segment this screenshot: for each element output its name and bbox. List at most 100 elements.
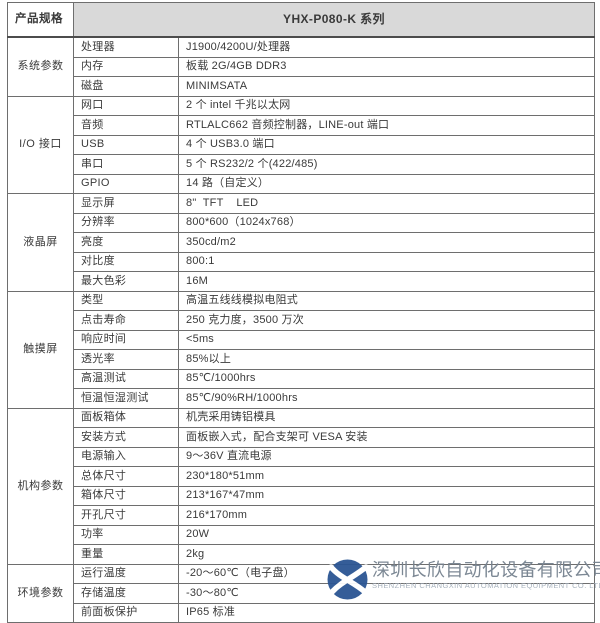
spec-value-cell: IP65 标准 — [178, 602, 595, 623]
spec-value-cell: J1900/4200U/处理器 — [178, 36, 595, 58]
spec-label-cell: 串口 — [73, 154, 179, 175]
section-name-cell: I/O 接口 — [7, 95, 74, 194]
spec-row: 串口 5 个 RS232/2 个(422/485) — [8, 154, 595, 175]
section-name-cell: 触摸屏 — [7, 290, 74, 409]
spec-label-cell: 存储温度 — [73, 583, 179, 604]
spec-value-cell: 4 个 USB3.0 端口 — [178, 134, 595, 155]
spec-value-cell: <5ms — [178, 329, 595, 350]
spec-label-cell: 分辨率 — [73, 212, 179, 233]
spec-row: 总体尺寸 230*180*51mm — [8, 466, 595, 487]
spec-value-cell: 800:1 — [178, 251, 595, 272]
spec-value-cell: 85℃/1000hrs — [178, 368, 595, 389]
spec-value-cell: 230*180*51mm — [178, 466, 595, 487]
spec-label-cell: 恒温恒湿测试 — [73, 388, 179, 409]
spec-value-cell: 350cd/m2 — [178, 232, 595, 253]
spec-row: 对比度 800:1 — [8, 251, 595, 272]
spec-row: 响应时间 <5ms — [8, 329, 595, 350]
section-name-cell: 液晶屏 — [7, 193, 74, 292]
spec-value-cell: 2 个 intel 千兆以太网 — [178, 95, 595, 116]
spec-row: 机构参数 面板箱体 机壳采用铸铝模具 — [7, 407, 595, 565]
spec-row: 箱体尺寸 213*167*47mm — [8, 485, 595, 506]
spec-label-cell: 电源输入 — [73, 446, 179, 467]
spec-row: 音频 RTLALC662 音频控制器，LINE-out 端口 — [8, 115, 595, 136]
spec-table: 产品规格 YHX-P080-K 系列 系统参数 处理器 J1900/4200U/… — [7, 2, 595, 623]
spec-value-cell: 高温五线线模拟电阻式 — [178, 290, 595, 311]
spec-label-cell: 磁盘 — [73, 76, 179, 97]
spec-value-cell: 216*170mm — [178, 505, 595, 526]
spec-row: 恒温恒湿测试 85℃/90%RH/1000hrs — [8, 388, 595, 409]
spec-row: 内存 板载 2G/4GB DDR3 — [8, 56, 595, 77]
spec-label-cell: 功率 — [73, 524, 179, 545]
spec-row: 最大色彩 16M — [8, 271, 595, 292]
spec-row: 系统参数 处理器 J1900/4200U/处理器 — [7, 36, 595, 97]
spec-value-cell: 16M — [178, 271, 595, 292]
spec-label-cell: 运行温度 — [73, 563, 179, 584]
spec-row: 功率 20W — [8, 524, 595, 545]
spec-label-cell: 亮度 — [73, 232, 179, 253]
spec-label-cell: 开孔尺寸 — [73, 505, 179, 526]
spec-label-cell: 网口 — [73, 95, 179, 116]
spec-row: 亮度 350cd/m2 — [8, 232, 595, 253]
spec-row: 前面板保护 IP65 标准 — [8, 602, 595, 623]
spec-label-cell: 处理器 — [73, 36, 179, 58]
spec-value-cell: 800*600（1024x768） — [178, 212, 595, 233]
spec-row: 开孔尺寸 216*170mm — [8, 505, 595, 526]
spec-row: 环境参数 运行温度 -20～60℃（电子盘） — [7, 563, 595, 623]
spec-value-cell: 85%以上 — [178, 349, 595, 370]
spec-label-cell: 最大色彩 — [73, 271, 179, 292]
spec-value-cell: 机壳采用铸铝模具 — [178, 407, 595, 428]
spec-value-cell: 14 路（自定义） — [178, 173, 595, 194]
spec-value-cell: -20～60℃（电子盘） — [178, 563, 595, 584]
spec-row: GPIO 14 路（自定义） — [8, 173, 595, 194]
spec-label-cell: 音频 — [73, 115, 179, 136]
spec-row: 电源输入 9～36V 直流电源 — [8, 446, 595, 467]
section-name-cell: 机构参数 — [7, 407, 74, 565]
spec-value-cell: RTLALC662 音频控制器，LINE-out 端口 — [178, 115, 595, 136]
spec-label-cell: 透光率 — [73, 349, 179, 370]
spec-value-cell: 250 克力度，3500 万次 — [178, 310, 595, 331]
spec-label-cell: 点击寿命 — [73, 310, 179, 331]
spec-label-cell: 高温测试 — [73, 368, 179, 389]
spec-row: USB 4 个 USB3.0 端口 — [8, 134, 595, 155]
header-row: 产品规格 YHX-P080-K 系列 — [7, 2, 595, 38]
spec-label-cell: USB — [73, 134, 179, 155]
section-name-cell: 系统参数 — [7, 36, 74, 97]
spec-value-cell: 213*167*47mm — [178, 485, 595, 506]
spec-label-cell: 前面板保护 — [73, 602, 179, 623]
section-name-cell: 环境参数 — [7, 563, 74, 623]
spec-value-cell: 2kg — [178, 544, 595, 565]
spec-row: 透光率 85%以上 — [8, 349, 595, 370]
spec-row: 液晶屏 显示屏 8" TFT LED — [7, 193, 595, 292]
spec-label-cell: GPIO — [73, 173, 179, 194]
spec-value-cell: 85℃/90%RH/1000hrs — [178, 388, 595, 409]
spec-label-cell: 显示屏 — [73, 193, 179, 214]
spec-row: 重量 2kg — [8, 544, 595, 565]
spec-value-cell: 面板嵌入式，配合支架可 VESA 安装 — [178, 427, 595, 448]
spec-value-cell: -30～80℃ — [178, 583, 595, 604]
spec-label-cell: 对比度 — [73, 251, 179, 272]
corner-label: 产品规格 — [7, 2, 74, 38]
spec-label-cell: 箱体尺寸 — [73, 485, 179, 506]
spec-value-cell: 板载 2G/4GB DDR3 — [178, 56, 595, 77]
spec-value-cell: 5 个 RS232/2 个(422/485) — [178, 154, 595, 175]
spec-label-cell: 响应时间 — [73, 329, 179, 350]
spec-row: 磁盘 MINIMSATA — [8, 76, 595, 97]
spec-row: 存储温度 -30～80℃ — [8, 583, 595, 604]
spec-label-cell: 安装方式 — [73, 427, 179, 448]
spec-label-cell: 总体尺寸 — [73, 466, 179, 487]
spec-value-cell: 9～36V 直流电源 — [178, 446, 595, 467]
spec-value-cell: MINIMSATA — [178, 76, 595, 97]
spec-value-cell: 8" TFT LED — [178, 193, 595, 214]
spec-label-cell: 内存 — [73, 56, 179, 77]
spec-value-cell: 20W — [178, 524, 595, 545]
spec-row: 触摸屏 类型 高温五线线模拟电阻式 — [7, 290, 595, 409]
spec-row: 分辨率 800*600（1024x768） — [8, 212, 595, 233]
series-title: YHX-P080-K 系列 — [73, 2, 595, 38]
spec-row: I/O 接口 网口 2 个 intel 千兆以太网 — [7, 95, 595, 194]
spec-label-cell: 类型 — [73, 290, 179, 311]
spec-row: 安装方式 面板嵌入式，配合支架可 VESA 安装 — [8, 427, 595, 448]
spec-label-cell: 面板箱体 — [73, 407, 179, 428]
spec-label-cell: 重量 — [73, 544, 179, 565]
spec-row: 点击寿命 250 克力度，3500 万次 — [8, 310, 595, 331]
spec-row: 高温测试 85℃/1000hrs — [8, 368, 595, 389]
